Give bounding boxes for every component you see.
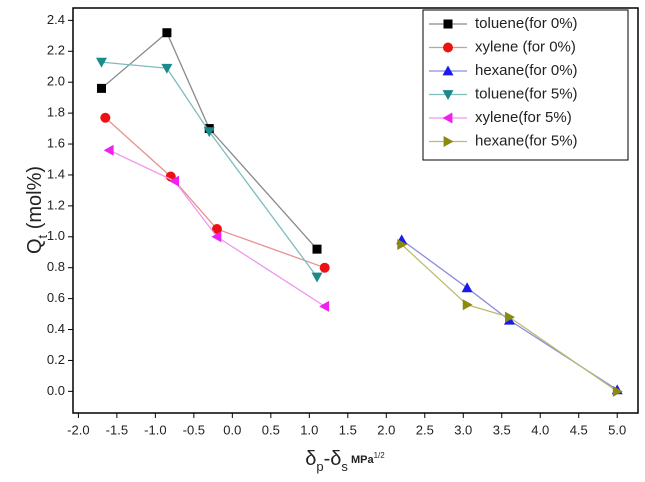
series-line bbox=[101, 61, 318, 278]
legend-label: xylene (for 0%) bbox=[475, 38, 576, 55]
marker bbox=[461, 282, 473, 293]
marker bbox=[442, 65, 454, 76]
series-line bbox=[401, 244, 618, 392]
marker bbox=[95, 57, 107, 68]
marker bbox=[319, 262, 330, 273]
series-line bbox=[101, 31, 318, 250]
marker bbox=[505, 311, 515, 323]
x-tick-label: -1.5 bbox=[106, 422, 128, 437]
marker bbox=[443, 136, 454, 147]
y-tick-label: 1.0 bbox=[47, 228, 65, 243]
label-part: t bbox=[35, 234, 50, 238]
marker bbox=[311, 272, 323, 283]
marker bbox=[442, 90, 454, 100]
y-tick-label: 0.6 bbox=[47, 290, 65, 305]
y-tick-label: 2.2 bbox=[47, 43, 65, 58]
x-tick-label: 3.5 bbox=[493, 422, 511, 437]
legend-label: xylene(for 5%) bbox=[475, 109, 572, 126]
x-tick-label: -1.0 bbox=[144, 422, 166, 437]
x-tick-label: 2.0 bbox=[377, 422, 395, 437]
marker bbox=[312, 244, 322, 254]
plot-frame bbox=[72, 7, 639, 414]
label-part: Q bbox=[24, 238, 46, 254]
marker bbox=[443, 19, 453, 29]
x-axis-label: δp-δs MPa1/2 bbox=[305, 448, 385, 474]
marker bbox=[443, 42, 453, 53]
marker bbox=[96, 83, 106, 93]
marker bbox=[169, 175, 180, 187]
series-line bbox=[104, 117, 325, 269]
marker bbox=[397, 239, 408, 251]
x-tick-label: 0.5 bbox=[262, 422, 280, 437]
x-tick-label: 2.5 bbox=[416, 422, 434, 437]
label-part: 1/2 bbox=[374, 451, 386, 460]
y-tick-label: 1.4 bbox=[47, 166, 65, 181]
y-tick-label: 0.4 bbox=[47, 321, 65, 336]
x-tick-label: 4.0 bbox=[531, 422, 549, 437]
x-tick-label: 4.5 bbox=[570, 422, 588, 437]
label-part: s bbox=[341, 459, 348, 474]
label-part: -δ bbox=[324, 448, 342, 470]
marker bbox=[161, 63, 173, 74]
marker bbox=[211, 224, 222, 235]
x-tick-label: 5.0 bbox=[608, 422, 626, 437]
marker bbox=[100, 112, 111, 123]
marker bbox=[612, 385, 623, 397]
marker bbox=[211, 231, 222, 243]
y-tick-label: 2.4 bbox=[47, 12, 65, 27]
y-tick-label: 1.6 bbox=[47, 135, 65, 150]
legend-label: hexane(for 5%) bbox=[475, 132, 578, 149]
x-tick-label: 1.5 bbox=[339, 422, 357, 437]
marker bbox=[319, 300, 330, 312]
legend-label: toluene(for 0%) bbox=[475, 15, 578, 32]
y-tick-label: 0.8 bbox=[47, 259, 65, 274]
legend-box bbox=[422, 9, 629, 161]
y-tick-label: 1.2 bbox=[47, 197, 65, 212]
label-part: δ bbox=[305, 448, 316, 470]
marker bbox=[442, 112, 453, 124]
label-part: p bbox=[316, 459, 323, 474]
marker bbox=[203, 127, 215, 138]
x-tick-label: -2.0 bbox=[67, 422, 89, 437]
y-tick-label: 0.2 bbox=[47, 352, 65, 367]
y-tick-label: 1.8 bbox=[47, 105, 65, 120]
legend-label: hexane(for 0%) bbox=[475, 62, 578, 79]
x-tick-label: 1.0 bbox=[300, 422, 318, 437]
marker bbox=[162, 28, 172, 38]
marker bbox=[103, 144, 114, 156]
label-part: (mol%) bbox=[24, 166, 46, 235]
marker bbox=[462, 299, 473, 311]
y-tick-label: 2.0 bbox=[47, 74, 65, 89]
x-tick-label: 0.0 bbox=[223, 422, 241, 437]
series-line bbox=[108, 149, 326, 307]
legend-label: toluene(for 5%) bbox=[475, 85, 578, 102]
x-tick-label: 3.0 bbox=[454, 422, 472, 437]
y-tick-label: 0.0 bbox=[47, 383, 65, 398]
label-part: MPa bbox=[348, 454, 375, 466]
y-axis-label: Qt (mol%) bbox=[24, 166, 50, 254]
x-tick-label: -0.5 bbox=[183, 422, 205, 437]
